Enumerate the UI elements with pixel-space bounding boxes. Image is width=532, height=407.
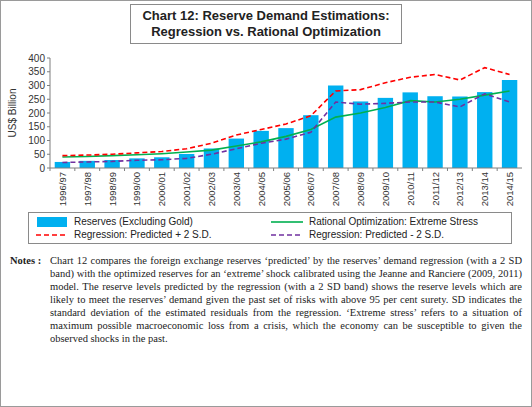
bar	[403, 92, 418, 168]
y-tick-label: 350	[28, 66, 45, 77]
title-wrap: Chart 12: Reserve Demand Estimations: Re…	[0, 4, 532, 44]
plot-marks	[55, 68, 518, 168]
legend-swatch-bar	[37, 217, 67, 227]
x-tick	[497, 168, 498, 171]
legend-swatch-line	[36, 234, 68, 236]
x-tick-label: 1998/99	[107, 172, 118, 206]
x-tick	[323, 168, 324, 171]
bar	[55, 162, 70, 168]
x-tick	[422, 168, 423, 171]
x-axis	[50, 168, 522, 169]
y-tick-label: 300	[28, 80, 45, 91]
x-tick	[273, 168, 274, 171]
bar	[303, 115, 318, 168]
x-tick-label: 2001/02	[181, 172, 192, 206]
x-tick-label: 1999/00	[131, 172, 142, 206]
legend-label: Regression: Predicted + 2 S.D.	[74, 229, 212, 240]
y-tick-label: 0	[39, 163, 45, 174]
x-tick	[372, 168, 373, 171]
x-tick	[248, 168, 249, 171]
x-tick	[174, 168, 175, 171]
x-tick	[149, 168, 150, 171]
bar	[452, 97, 467, 169]
y-tick-label: 100	[28, 135, 45, 146]
x-tick-label: 2007/08	[330, 172, 341, 206]
title: Chart 12: Reserve Demand Estimations: Re…	[130, 4, 402, 44]
y-tick-label: 250	[28, 94, 45, 105]
x-tick-label: 2005/06	[281, 172, 292, 206]
notes-label: Notes :	[10, 254, 50, 345]
x-tick-label: 2010/11	[405, 172, 416, 206]
bar	[328, 86, 343, 169]
x-tick	[223, 168, 224, 171]
x-tick-label: 2014/15	[504, 172, 515, 206]
x-tick	[124, 168, 125, 171]
chart-svg: 0 50 100 150 200 250 300 350 400 US$ Billion 1996/…	[0, 46, 532, 212]
y-axis	[50, 58, 51, 168]
x-tick-label: 2008/09	[355, 172, 366, 206]
legend-swatch-line	[271, 221, 303, 223]
bar	[253, 131, 268, 168]
x-tick-label: 2003/04	[231, 172, 242, 206]
legend-swatch-line	[271, 234, 303, 236]
y-tick-label: 150	[28, 121, 45, 132]
bar	[477, 92, 492, 168]
x-tick	[348, 168, 349, 171]
bar	[204, 148, 219, 168]
y-tick-label: 50	[34, 149, 46, 160]
legend-item: Regression: Predicted - 2 S.D.	[270, 229, 505, 240]
legend-swatch	[270, 230, 304, 240]
x-tick-label: 2004/05	[256, 172, 267, 206]
x-tick-label: 2002/03	[206, 172, 217, 206]
legend-item: Reserves (Excluding Gold)	[35, 216, 270, 227]
line-series	[62, 68, 509, 156]
x-tick-label: 2011/12	[430, 172, 441, 206]
x-tick-label: 2013/14	[479, 172, 490, 206]
x-tick-label: 2000/01	[156, 172, 167, 206]
x-tick-label: 1997/98	[82, 172, 93, 206]
chart: 0 50 100 150 200 250 300 350 400 US$ Billion 1996/…	[0, 46, 532, 216]
y-tick-label: 200	[28, 108, 45, 119]
legend-swatch	[270, 217, 304, 227]
y-axis-title: US$ Billion	[7, 89, 18, 138]
x-tick	[199, 168, 200, 171]
bar	[229, 139, 244, 168]
x-tick	[447, 168, 448, 171]
bar	[179, 154, 194, 168]
bar	[502, 80, 517, 168]
y-tick-label: 400	[28, 53, 45, 64]
bar	[427, 96, 442, 168]
x-tick-label: 1996/97	[57, 172, 68, 206]
legend-label: Reserves (Excluding Gold)	[74, 216, 193, 227]
legend-swatch	[35, 230, 69, 240]
legend-item: Rational Optimization: Extreme Stress	[270, 216, 505, 227]
legend-swatch	[35, 217, 69, 227]
legend-item: Regression: Predicted + 2 S.D.	[35, 229, 270, 240]
legend: Reserves (Excluding Gold) Rational Optimi…	[28, 212, 512, 244]
legend-label: Rational Optimization: Extreme Stress	[309, 216, 478, 227]
notes-text: Chart 12 compares the foreign exchange r…	[50, 254, 522, 345]
x-tick	[397, 168, 398, 171]
legend-label: Regression: Predicted - 2 S.D.	[309, 229, 444, 240]
line-series	[62, 94, 509, 163]
x-tick	[298, 168, 299, 171]
x-tick-label: 2009/10	[380, 172, 391, 206]
x-tick	[50, 168, 51, 171]
x-tick-label: 2006/07	[305, 172, 316, 206]
x-tick	[472, 168, 473, 171]
x-tick	[74, 168, 75, 171]
x-tick-label: 2012/13	[454, 172, 465, 206]
notes: Notes :Chart 12 compares the foreign exc…	[10, 254, 522, 345]
x-tick	[99, 168, 100, 171]
